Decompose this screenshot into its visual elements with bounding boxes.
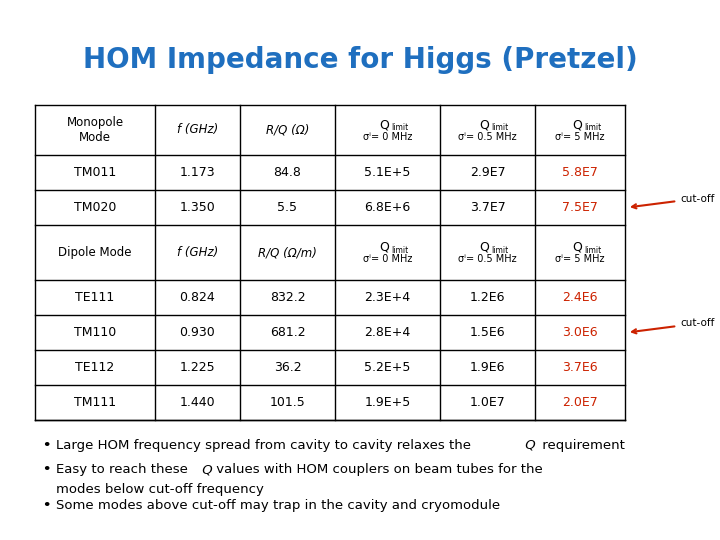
Text: limit: limit [584, 124, 601, 132]
Text: Q: Q [379, 241, 390, 254]
Text: Some modes above cut-off may trap in the cavity and cryomodule: Some modes above cut-off may trap in the… [56, 498, 500, 511]
Text: Q: Q [572, 118, 582, 132]
Text: TM011: TM011 [74, 166, 116, 179]
Text: 2.0E7: 2.0E7 [562, 396, 598, 409]
Text: limit: limit [492, 246, 509, 255]
Text: Q: Q [480, 241, 490, 254]
Text: Q: Q [572, 241, 582, 254]
Text: cut-off: cut-off [632, 193, 714, 208]
Text: limit: limit [392, 246, 409, 255]
Text: values with HOM couplers on beam tubes for the: values with HOM couplers on beam tubes f… [212, 463, 543, 476]
Text: 7.5E7: 7.5E7 [562, 201, 598, 214]
Text: TM020: TM020 [74, 201, 116, 214]
Text: •: • [42, 463, 50, 476]
Text: 84.8: 84.8 [274, 166, 302, 179]
Text: Q: Q [198, 463, 212, 476]
Text: R/Q (Ω): R/Q (Ω) [266, 124, 309, 137]
Text: Dipole Mode: Dipole Mode [58, 246, 132, 259]
Text: Q: Q [521, 438, 536, 451]
Text: 36.2: 36.2 [274, 361, 301, 374]
Text: Q: Q [480, 118, 490, 132]
Text: f (GHz): f (GHz) [177, 124, 218, 137]
Text: Q: Q [379, 118, 390, 132]
Text: 6.8E+6: 6.8E+6 [364, 201, 410, 214]
Text: σⁱ= 0.5 MHz: σⁱ= 0.5 MHz [458, 254, 517, 265]
Text: 1.440: 1.440 [180, 396, 215, 409]
Text: TM110: TM110 [74, 326, 116, 339]
Text: •: • [42, 438, 50, 451]
Text: 2.9E7: 2.9E7 [469, 166, 505, 179]
Text: 5.2E+5: 5.2E+5 [364, 361, 410, 374]
Text: TE112: TE112 [76, 361, 114, 374]
Text: 1.0E7: 1.0E7 [469, 396, 505, 409]
Text: 2.3E+4: 2.3E+4 [364, 291, 410, 304]
Text: σⁱ= 0 MHz: σⁱ= 0 MHz [363, 132, 412, 142]
Text: 3.0E6: 3.0E6 [562, 326, 598, 339]
Text: R/Q (Ω/m): R/Q (Ω/m) [258, 246, 317, 259]
Text: f (GHz): f (GHz) [177, 246, 218, 259]
Text: 3.7E6: 3.7E6 [562, 361, 598, 374]
Text: 0.930: 0.930 [179, 326, 215, 339]
Text: limit: limit [492, 124, 509, 132]
Text: TM111: TM111 [74, 396, 116, 409]
Text: limit: limit [584, 246, 601, 255]
Text: σⁱ= 5 MHz: σⁱ= 5 MHz [555, 132, 605, 142]
Text: 1.5E6: 1.5E6 [469, 326, 505, 339]
Text: 1.9E+5: 1.9E+5 [364, 396, 410, 409]
Text: 1.173: 1.173 [180, 166, 215, 179]
Text: 1.225: 1.225 [180, 361, 215, 374]
Text: 3.7E7: 3.7E7 [469, 201, 505, 214]
Text: 101.5: 101.5 [269, 396, 305, 409]
Text: Monopole
Mode: Monopole Mode [66, 116, 124, 144]
Text: modes below cut-off frequency: modes below cut-off frequency [56, 483, 264, 496]
Text: 1.9E6: 1.9E6 [469, 361, 505, 374]
Text: 2.4E6: 2.4E6 [562, 291, 598, 304]
Text: σⁱ= 0 MHz: σⁱ= 0 MHz [363, 254, 412, 265]
Text: 5.8E7: 5.8E7 [562, 166, 598, 179]
Text: 2.8E+4: 2.8E+4 [364, 326, 410, 339]
Text: Large HOM frequency spread from cavity to cavity relaxes the: Large HOM frequency spread from cavity t… [56, 438, 471, 451]
Text: limit: limit [392, 124, 409, 132]
Text: 832.2: 832.2 [270, 291, 305, 304]
Text: 681.2: 681.2 [270, 326, 305, 339]
Text: cut-off: cut-off [632, 319, 714, 333]
Text: •: • [42, 498, 50, 511]
Text: HOM Impedance for Higgs (Pretzel): HOM Impedance for Higgs (Pretzel) [83, 46, 637, 74]
Text: TE111: TE111 [76, 291, 114, 304]
Text: 0.824: 0.824 [179, 291, 215, 304]
Text: Easy to reach these: Easy to reach these [56, 463, 188, 476]
Text: 5.5: 5.5 [277, 201, 297, 214]
Text: σⁱ= 5 MHz: σⁱ= 5 MHz [555, 254, 605, 265]
Text: 1.350: 1.350 [179, 201, 215, 214]
Text: 1.2E6: 1.2E6 [469, 291, 505, 304]
Text: requirement: requirement [538, 438, 625, 451]
Text: σⁱ= 0.5 MHz: σⁱ= 0.5 MHz [458, 132, 517, 142]
Text: 5.1E+5: 5.1E+5 [364, 166, 410, 179]
